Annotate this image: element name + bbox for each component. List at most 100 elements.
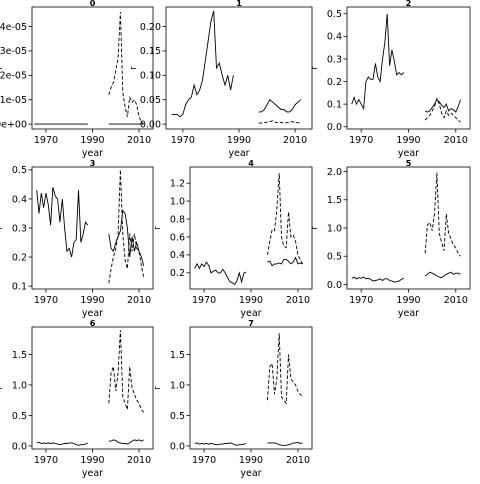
series-line-7-2 bbox=[266, 333, 303, 405]
y-tick-label-1-2: 0.10 bbox=[140, 71, 161, 82]
y-axis-label-0: r bbox=[0, 66, 5, 70]
y-tick-label-5-0: 0.0 bbox=[327, 280, 342, 291]
axes-frame-6 bbox=[31, 326, 154, 450]
y-tick-label-7-2: 1.0 bbox=[170, 380, 185, 391]
subplot-1: 0.00 0.05 0.10 0.15 0.20 1970 1990 2010 1 year r bbox=[129, 0, 313, 159]
x-axis-label-7: year bbox=[240, 468, 261, 479]
subplot-0: 0e+00 1e-05 2e-05 3e-05 4e-05 1970 1990 2010 0 ye… bbox=[0, 0, 154, 159]
x-tick-label-2-1: 1990 bbox=[396, 135, 420, 146]
x-tick-label-5-0: 1970 bbox=[349, 295, 373, 306]
y-tick-label-3-2: 0.3 bbox=[12, 223, 27, 234]
x-tick-label-5-2: 2010 bbox=[444, 295, 468, 306]
series-line-5-2 bbox=[424, 172, 461, 257]
subplot-4: 0.2 0.4 0.6 0.8 1.0 1.2 1970 1990 2010 4 year r bbox=[153, 159, 313, 319]
x-tick-label-2-2: 2010 bbox=[444, 135, 468, 146]
y-tick-label-4-1: 0.4 bbox=[170, 250, 185, 261]
y-tick-label-2-1: 0.1 bbox=[327, 99, 342, 110]
x-tick-label-0-0: 1970 bbox=[34, 135, 58, 146]
series-line-7-1 bbox=[267, 441, 303, 446]
y-tick-label-2-3: 0.3 bbox=[327, 54, 342, 65]
y-axis-label-7: r bbox=[153, 386, 163, 390]
x-axis-label-5: year bbox=[398, 308, 419, 319]
series-line-4-0 bbox=[194, 261, 247, 286]
subplot-title-7: 7 bbox=[248, 319, 254, 328]
series-line-4-1 bbox=[267, 256, 303, 267]
y-tick-label-3-4: 0.5 bbox=[12, 165, 27, 176]
y-tick-label-5-2: 1.0 bbox=[327, 223, 342, 234]
series-line-3-2 bbox=[108, 169, 145, 284]
y-axis-label-3: r bbox=[0, 226, 5, 230]
y-tick-label-4-2: 0.6 bbox=[170, 232, 185, 243]
subplot-title-3: 3 bbox=[90, 159, 96, 168]
y-axis-label-1: r bbox=[129, 66, 139, 70]
x-tick-label-4-2: 2010 bbox=[286, 295, 310, 306]
x-axis-label-2: year bbox=[398, 148, 419, 159]
series-line-1-1 bbox=[258, 98, 302, 113]
y-tick-label-2-4: 0.4 bbox=[327, 32, 342, 43]
axes-frame-1 bbox=[165, 6, 313, 130]
subplot-title-0: 0 bbox=[90, 0, 96, 8]
axes-frame-4 bbox=[189, 166, 313, 290]
x-tick-label-3-1: 1990 bbox=[80, 295, 104, 306]
y-tick-label-4-0: 0.2 bbox=[170, 268, 185, 279]
y-tick-label-6-0: 0.0 bbox=[12, 441, 27, 452]
x-tick-label-2-0: 1970 bbox=[349, 135, 373, 146]
y-tick-label-3-0: 0.1 bbox=[12, 281, 27, 292]
y-tick-label-2-0: 0.0 bbox=[327, 122, 342, 133]
subplot-2: 0.0 0.1 0.2 0.3 0.4 0.5 1970 1990 2010 2 year r bbox=[310, 0, 471, 159]
x-tick-label-6-2: 2010 bbox=[127, 455, 151, 466]
x-tick-label-0-1: 1990 bbox=[80, 135, 104, 146]
y-tick-label-6-1: 0.5 bbox=[12, 411, 27, 422]
x-tick-label-1-1: 1990 bbox=[227, 135, 251, 146]
y-tick-label-0-4: 4e-05 bbox=[0, 22, 27, 33]
series-line-5-1 bbox=[424, 271, 461, 279]
series-line-3-0 bbox=[36, 187, 89, 258]
y-tick-label-0-3: 3e-05 bbox=[0, 46, 27, 57]
x-tick-label-1-0: 1970 bbox=[171, 135, 195, 146]
x-axis-label-1: year bbox=[228, 148, 249, 159]
x-tick-label-7-0: 1970 bbox=[192, 455, 216, 466]
subplot-7: 0.0 0.5 1.0 1.5 1970 1990 2010 7 year r bbox=[153, 319, 313, 479]
series-line-1-0 bbox=[171, 10, 234, 118]
y-axis-label-2: r bbox=[310, 66, 320, 70]
y-tick-label-2-5: 0.5 bbox=[327, 9, 342, 20]
y-tick-label-5-1: 0.5 bbox=[327, 252, 342, 263]
x-tick-label-3-2: 2010 bbox=[127, 295, 151, 306]
y-axis-label-5: r bbox=[310, 226, 320, 230]
subplot-title-6: 6 bbox=[90, 319, 96, 328]
axes-frame-3 bbox=[31, 166, 154, 290]
axes-frame-7 bbox=[189, 326, 313, 450]
x-tick-label-7-1: 1990 bbox=[239, 455, 263, 466]
x-axis-label-0: year bbox=[82, 148, 103, 159]
y-tick-label-1-3: 0.15 bbox=[140, 46, 161, 57]
y-axis-label-4: r bbox=[153, 226, 163, 230]
y-tick-label-3-1: 0.2 bbox=[12, 252, 27, 263]
series-line-6-2 bbox=[108, 330, 145, 413]
y-tick-label-7-1: 0.5 bbox=[170, 411, 185, 422]
subplot-title-2: 2 bbox=[406, 0, 412, 8]
x-tick-label-4-1: 1990 bbox=[239, 295, 263, 306]
y-tick-label-1-1: 0.05 bbox=[140, 95, 161, 106]
subplot-title-1: 1 bbox=[236, 0, 242, 8]
y-tick-label-7-0: 0.0 bbox=[170, 441, 185, 452]
series-line-3-1 bbox=[108, 209, 145, 266]
x-tick-label-0-2: 2010 bbox=[127, 135, 151, 146]
y-tick-label-3-3: 0.4 bbox=[12, 194, 27, 205]
y-tick-label-1-0: 0.00 bbox=[140, 119, 161, 130]
x-axis-label-6: year bbox=[82, 468, 103, 479]
series-line-2-0 bbox=[351, 13, 405, 111]
y-tick-label-0-1: 1e-05 bbox=[0, 95, 27, 106]
y-tick-label-0-0: 0e+00 bbox=[0, 119, 27, 130]
y-tick-label-6-3: 1.5 bbox=[12, 350, 27, 361]
y-tick-label-4-3: 0.8 bbox=[170, 214, 185, 225]
y-tick-label-4-4: 1.0 bbox=[170, 196, 185, 207]
subplot-title-5: 5 bbox=[406, 159, 412, 168]
x-tick-label-6-0: 1970 bbox=[34, 455, 58, 466]
series-line-6-0 bbox=[36, 441, 89, 446]
axes-frame-5 bbox=[346, 166, 471, 290]
y-tick-label-4-5: 1.2 bbox=[170, 178, 185, 189]
subplot-5: 0.0 0.5 1.0 1.5 2.0 1970 1990 2010 5 year r bbox=[310, 159, 471, 319]
y-tick-label-6-2: 1.0 bbox=[12, 380, 27, 391]
x-tick-label-4-0: 1970 bbox=[192, 295, 216, 306]
subplot-3: 0.1 0.2 0.3 0.4 0.5 1970 1990 2010 3 year r bbox=[0, 159, 154, 319]
